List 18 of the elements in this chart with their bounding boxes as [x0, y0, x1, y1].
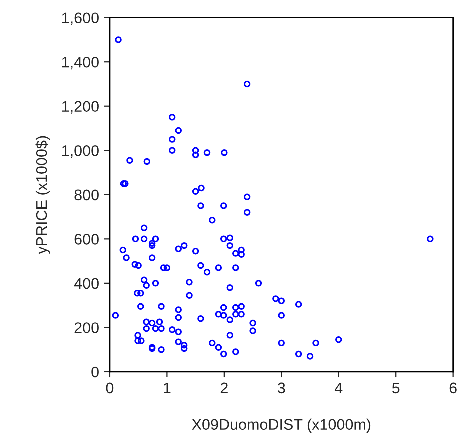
x-tick-label: 3 — [278, 382, 286, 394]
y-tick-label: 1,000 — [62, 146, 99, 158]
y-tick-label: 600 — [74, 234, 99, 245]
x-tick-label: 2 — [220, 382, 228, 394]
x-tick-label: 1 — [164, 382, 171, 394]
x-tick-label: 6 — [450, 382, 457, 394]
y-tick-label: 400 — [74, 278, 99, 290]
y-tick-label: 1,400 — [62, 56, 99, 70]
y-tick-label: 800 — [74, 190, 99, 201]
y-axis-title: yPRICE (x1000$) — [36, 136, 50, 254]
y-tick-label: 0 — [92, 366, 99, 378]
y-tick-label: 1,600 — [62, 12, 99, 26]
x-axis-title: X09DuomoDIST (x1000m) — [192, 418, 371, 434]
y-tick-label: 1,200 — [62, 101, 99, 114]
x-tick-label: 0 — [106, 382, 114, 394]
x-tick-label: 5 — [392, 382, 400, 394]
y-tick-label: 200 — [74, 322, 99, 334]
x-tick-label: 4 — [334, 382, 343, 394]
